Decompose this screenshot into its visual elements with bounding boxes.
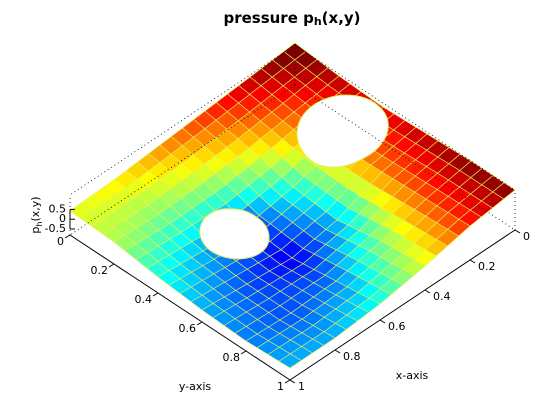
y-tick: [108, 263, 115, 268]
x-tick-label: 0.4: [433, 290, 451, 303]
x-tick: [289, 379, 296, 384]
y-axis-label: y-axis: [179, 380, 212, 393]
z-tick-label: -0.5: [45, 222, 66, 235]
x-tick: [379, 319, 386, 324]
surface-cell: [278, 353, 302, 369]
x-tick: [469, 259, 476, 264]
x-tick-label: 0.8: [343, 350, 361, 363]
z-axis-label: ph(x,y): [29, 196, 44, 233]
y-tick-label: 0: [57, 235, 64, 248]
y-tick-label: 0.8: [223, 351, 241, 364]
z-tick-label: 0.5: [49, 202, 67, 215]
y-tick: [284, 379, 291, 384]
y-axis-line: [69, 234, 291, 381]
y-tick-label: 0.2: [91, 264, 109, 277]
x-tick: [424, 289, 431, 294]
surface: [69, 42, 516, 369]
z-tick-label: 0: [59, 212, 66, 225]
y-tick-label: 0.4: [135, 293, 153, 306]
y-tick: [152, 292, 159, 297]
x-tick: [334, 349, 341, 354]
y-tick: [196, 321, 203, 326]
x-tick-label: 0.2: [478, 260, 496, 273]
x-axis-label: x-axis: [396, 369, 429, 382]
y-tick: [240, 350, 247, 355]
x-tick-label: 1: [298, 380, 305, 393]
x-axis-line: [289, 229, 516, 381]
chart-title: pressure ph(x,y): [223, 9, 360, 29]
y-tick: [64, 234, 71, 239]
y-tick-label: 0.6: [179, 322, 197, 335]
y-tick-label: 1: [277, 380, 284, 393]
hole: [199, 208, 270, 260]
x-tick-label: 0.6: [388, 320, 406, 333]
x-tick: [514, 229, 521, 234]
hole: [296, 94, 389, 168]
x-tick-label: 0: [523, 230, 530, 243]
